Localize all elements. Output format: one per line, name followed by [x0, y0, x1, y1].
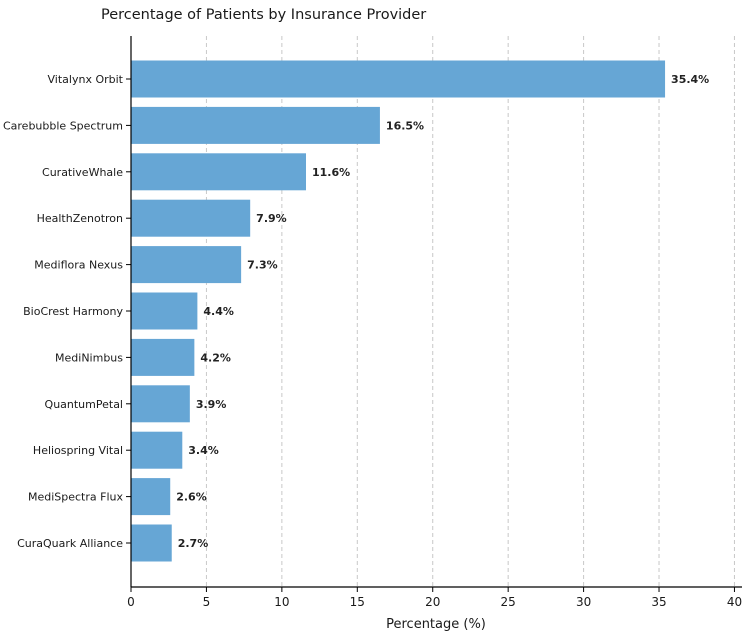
category-label: QuantumPetal [45, 398, 123, 411]
category-label: CurativeWhale [42, 166, 123, 179]
bar [131, 385, 190, 423]
bar-value-label: 2.7% [178, 537, 209, 550]
axes [130, 36, 742, 588]
x-tick-label: 35 [651, 595, 666, 609]
bar [131, 431, 183, 469]
value-labels: 35.4% 16.5% 11.6% 7.9% 7.3% 4.4% 4.2% 3.9% 3.4% 2… [176, 73, 709, 550]
category-label: Carebubble Spectrum [3, 119, 123, 132]
bar-value-label: 11.6% [312, 166, 350, 179]
bar-value-label: 16.5% [386, 119, 424, 132]
x-tick-label: 15 [350, 595, 365, 609]
bar [131, 199, 251, 237]
bar-value-label: 2.6% [176, 491, 207, 504]
category-label: BioCrest Harmony [23, 305, 123, 318]
bar-value-label: 35.4% [671, 73, 709, 86]
category-labels: Vitalynx Orbit Carebubble Spectrum Curativ… [3, 73, 131, 550]
bar [131, 524, 172, 562]
x-axis-ticks: 0 5 10 15 20 25 30 35 40 [127, 587, 742, 609]
bar [131, 106, 380, 144]
bar [131, 60, 666, 98]
x-tick-label: 10 [274, 595, 289, 609]
bar [131, 153, 307, 191]
x-tick-label: 20 [425, 595, 440, 609]
x-axis-label: Percentage (%) [386, 617, 486, 632]
category-label: Heliospring Vital [33, 444, 123, 457]
chart-title: Percentage of Patients by Insurance Prov… [101, 7, 426, 23]
category-label: MediNimbus [55, 351, 123, 364]
x-tick-label: 40 [727, 595, 742, 609]
bar-value-label: 3.4% [188, 444, 219, 457]
x-tick-label: 25 [501, 595, 516, 609]
bar-value-label: 4.4% [203, 305, 234, 318]
category-label: CuraQuark Alliance [17, 537, 123, 550]
x-tick-label: 5 [203, 595, 211, 609]
category-label: HealthZenotron [37, 212, 123, 225]
bar [131, 478, 171, 516]
bars [131, 60, 666, 562]
bar [131, 292, 198, 330]
x-tick-label: 0 [127, 595, 135, 609]
bar-value-label: 3.9% [196, 398, 227, 411]
category-label: Vitalynx Orbit [48, 73, 124, 86]
bar-value-label: 4.2% [200, 351, 231, 364]
x-tick-label: 30 [576, 595, 591, 609]
bar [131, 246, 242, 284]
bar-value-label: 7.9% [256, 212, 287, 225]
category-label: MediSpectra Flux [28, 491, 124, 504]
bar [131, 338, 195, 376]
category-label: Mediflora Nexus [34, 259, 123, 272]
bar-value-label: 7.3% [247, 259, 278, 272]
